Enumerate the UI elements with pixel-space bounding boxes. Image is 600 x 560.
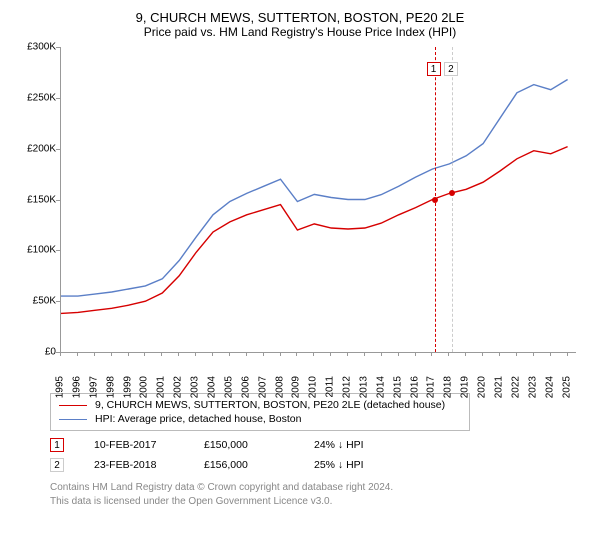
marker-flag: 1: [427, 62, 441, 76]
x-axis-label: 2006: [240, 376, 251, 398]
x-axis-label: 2016: [409, 376, 420, 398]
x-axis-label: 1998: [105, 376, 116, 398]
y-axis-label: £300K: [20, 42, 56, 53]
plot: £0£50K£100K£150K£200K£250K£300K199519961…: [20, 47, 580, 387]
footer-attribution: Contains HM Land Registry data © Crown c…: [50, 481, 585, 508]
table-price: £150,000: [204, 439, 284, 451]
legend-label: HPI: Average price, detached house, Bost…: [95, 413, 301, 425]
x-axis-label: 2024: [544, 376, 555, 398]
marker-dot: [449, 190, 455, 196]
y-axis-label: £50K: [20, 296, 56, 307]
table-marker: 2: [50, 458, 64, 472]
legend-swatch: [59, 419, 87, 420]
table-date: 23-FEB-2018: [94, 459, 174, 471]
x-axis-label: 2005: [223, 376, 234, 398]
chart-subtitle: Price paid vs. HM Land Registry's House …: [15, 25, 585, 39]
x-axis-label: 2017: [426, 376, 437, 398]
x-axis-label: 2018: [443, 376, 454, 398]
x-axis-label: 2013: [358, 376, 369, 398]
x-axis-label: 2021: [494, 376, 505, 398]
x-axis-label: 2011: [325, 376, 336, 398]
plot-svg: [61, 47, 576, 352]
x-axis-label: 2023: [527, 376, 538, 398]
marker-flag: 2: [444, 62, 458, 76]
series-line: [61, 147, 568, 314]
y-axis-label: £250K: [20, 92, 56, 103]
series-line: [61, 80, 568, 297]
table-price: £156,000: [204, 459, 284, 471]
footer-line2: This data is licensed under the Open Gov…: [50, 495, 585, 509]
x-axis-label: 1999: [122, 376, 133, 398]
x-axis-label: 2014: [375, 376, 386, 398]
table-row: 2 23-FEB-2018 £156,000 25% ↓ HPI: [50, 455, 585, 475]
x-axis-label: 2004: [206, 376, 217, 398]
x-axis-label: 2000: [139, 376, 150, 398]
x-axis-label: 2019: [460, 376, 471, 398]
x-axis-label: 2002: [173, 376, 184, 398]
x-axis-label: 1996: [71, 376, 82, 398]
legend-label: 9, CHURCH MEWS, SUTTERTON, BOSTON, PE20 …: [95, 399, 445, 411]
marker-dot: [432, 197, 438, 203]
chart-container: 9, CHURCH MEWS, SUTTERTON, BOSTON, PE20 …: [0, 0, 600, 560]
table-marker: 1: [50, 438, 64, 452]
x-axis-label: 2009: [291, 376, 302, 398]
footer-line1: Contains HM Land Registry data © Crown c…: [50, 481, 585, 495]
table-delta: 24% ↓ HPI: [314, 439, 394, 451]
table-date: 10-FEB-2017: [94, 439, 174, 451]
chart-title-address: 9, CHURCH MEWS, SUTTERTON, BOSTON, PE20 …: [15, 10, 585, 25]
x-axis-label: 2022: [510, 376, 521, 398]
y-axis-label: £200K: [20, 143, 56, 154]
x-axis-label: 2008: [274, 376, 285, 398]
x-axis-label: 1995: [55, 376, 66, 398]
x-axis-label: 2007: [257, 376, 268, 398]
legend-swatch: [59, 405, 87, 406]
y-axis-label: £100K: [20, 245, 56, 256]
table-row: 1 10-FEB-2017 £150,000 24% ↓ HPI: [50, 435, 585, 455]
x-axis-label: 2025: [561, 376, 572, 398]
legend-row: 9, CHURCH MEWS, SUTTERTON, BOSTON, PE20 …: [59, 398, 461, 412]
y-axis-label: £150K: [20, 194, 56, 205]
x-axis-label: 2012: [342, 376, 353, 398]
x-axis-label: 2001: [156, 376, 167, 398]
x-axis-label: 2003: [190, 376, 201, 398]
x-axis-label: 1997: [88, 376, 99, 398]
y-axis-label: £0: [20, 347, 56, 358]
x-axis-label: 2015: [392, 376, 403, 398]
plot-area: [60, 47, 576, 353]
legend: 9, CHURCH MEWS, SUTTERTON, BOSTON, PE20 …: [50, 393, 470, 431]
x-axis-label: 2020: [477, 376, 488, 398]
legend-row: HPI: Average price, detached house, Bost…: [59, 412, 461, 426]
table-delta: 25% ↓ HPI: [314, 459, 394, 471]
price-table: 1 10-FEB-2017 £150,000 24% ↓ HPI 2 23-FEB-201…: [50, 435, 585, 475]
marker-guide: [452, 47, 453, 352]
x-axis-label: 2010: [308, 376, 319, 398]
